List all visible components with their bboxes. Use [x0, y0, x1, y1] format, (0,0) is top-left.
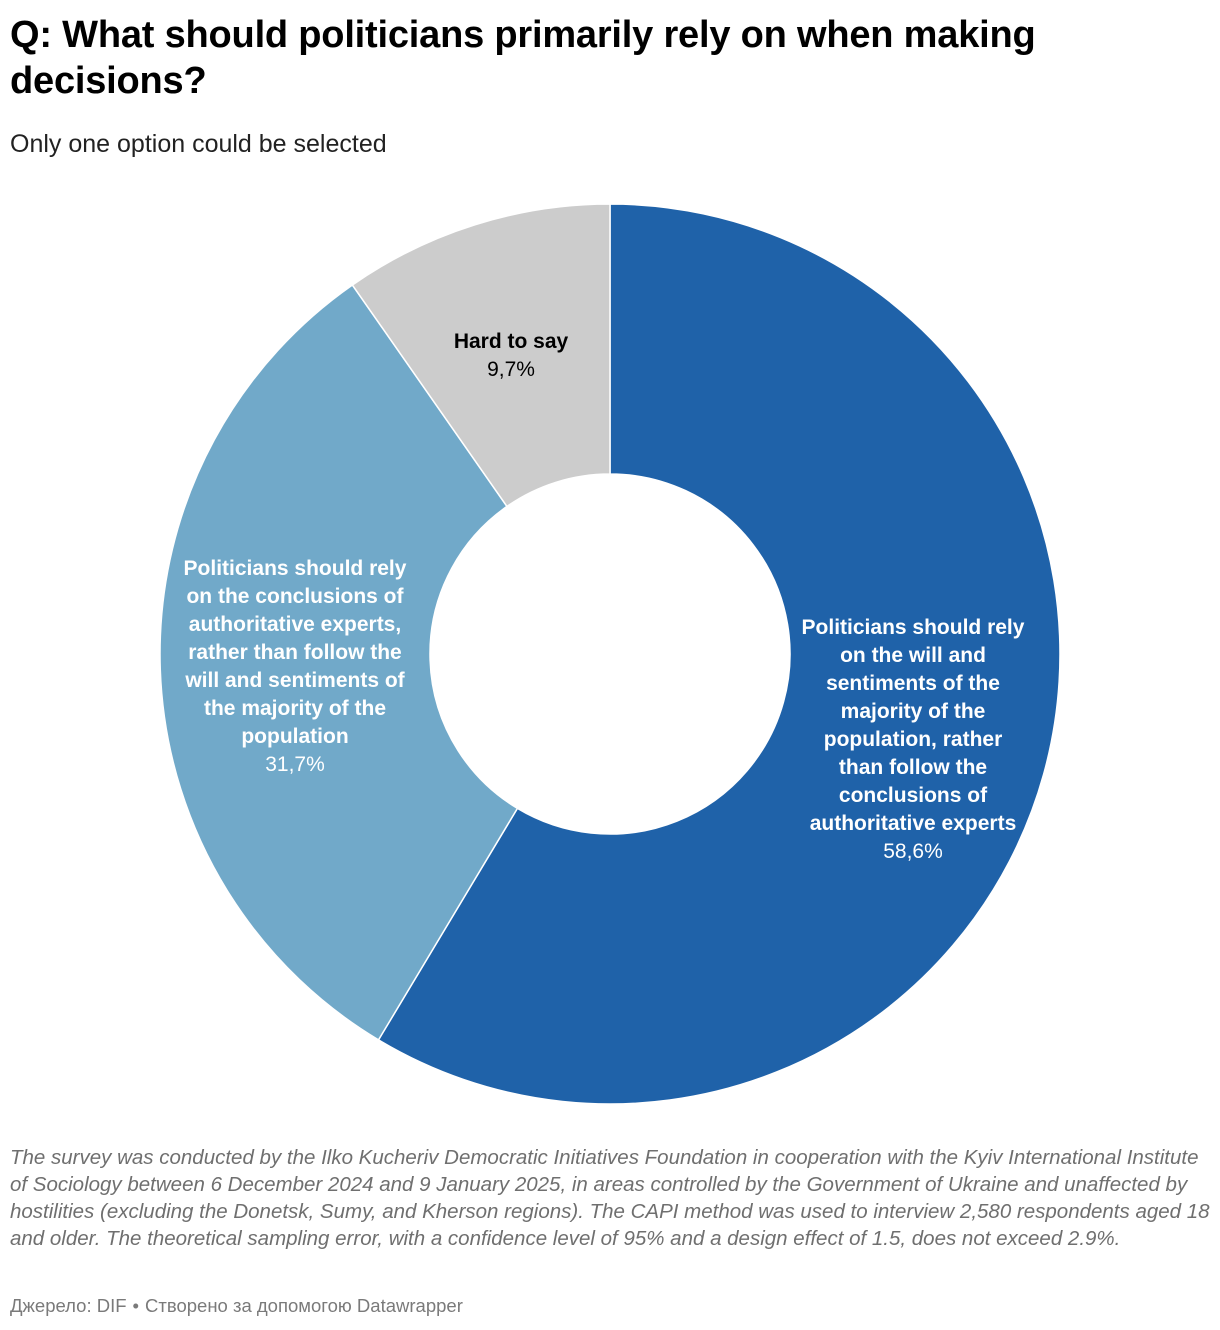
slice-label-line: the majority of the	[204, 697, 386, 720]
slice-label-line: authoritative experts,	[189, 613, 401, 636]
slice-label-line: population	[241, 725, 348, 748]
slice-label-line: rather than follow the	[188, 641, 402, 664]
chart-title: Q: What should politicians primarily rel…	[10, 14, 1036, 102]
slice-label-line: population, rather	[824, 728, 1003, 751]
donut-labels: Politicians should rely on the will and se…	[184, 330, 1025, 863]
byline-separator: •	[132, 1295, 140, 1316]
slice-label-line: Politicians should rely	[802, 616, 1025, 639]
slice-label-line: sentiments of the	[826, 672, 1000, 695]
donut-slice-3	[351, 203, 611, 508]
chart-subtitle: Only one option could be selected	[10, 130, 387, 158]
slice-label-line: Politicians should rely	[184, 557, 407, 580]
slice-label-line: than follow the	[839, 756, 987, 779]
slice-label-2: Politicians should rely on the conclusion…	[184, 557, 407, 776]
slice-value-label: 58,6%	[883, 840, 943, 863]
slice-label-line: Hard to say	[454, 330, 569, 353]
slice-label-line: will and sentiments of	[184, 669, 405, 692]
donut-slice-2	[159, 283, 519, 1041]
slice-label-line: authoritative experts	[810, 812, 1017, 835]
slice-label-1: Politicians should rely on the will and se…	[802, 616, 1025, 863]
credit-text: Створено за допомогою Datawrapper	[145, 1295, 463, 1316]
slice-label-3: Hard to say 9,7%	[454, 330, 569, 381]
chart-byline: Джерело: DIF • Створено за допомогою Dataw…	[10, 1294, 463, 1318]
donut-slices	[159, 203, 1061, 1105]
slice-label-line: conclusions of	[839, 784, 988, 807]
slice-value-label: 9,7%	[487, 358, 535, 381]
source-text: Джерело: DIF	[10, 1295, 127, 1316]
slice-label-line: on the conclusions of	[186, 585, 404, 608]
chart-notes: The survey was conducted by the Ilko Kuc…	[10, 1146, 1210, 1250]
slice-value-label: 31,7%	[265, 753, 325, 776]
slice-label-line: majority of the	[841, 700, 986, 723]
donut-slice-1	[377, 203, 1061, 1105]
slice-label-line: on the will and	[840, 644, 986, 667]
